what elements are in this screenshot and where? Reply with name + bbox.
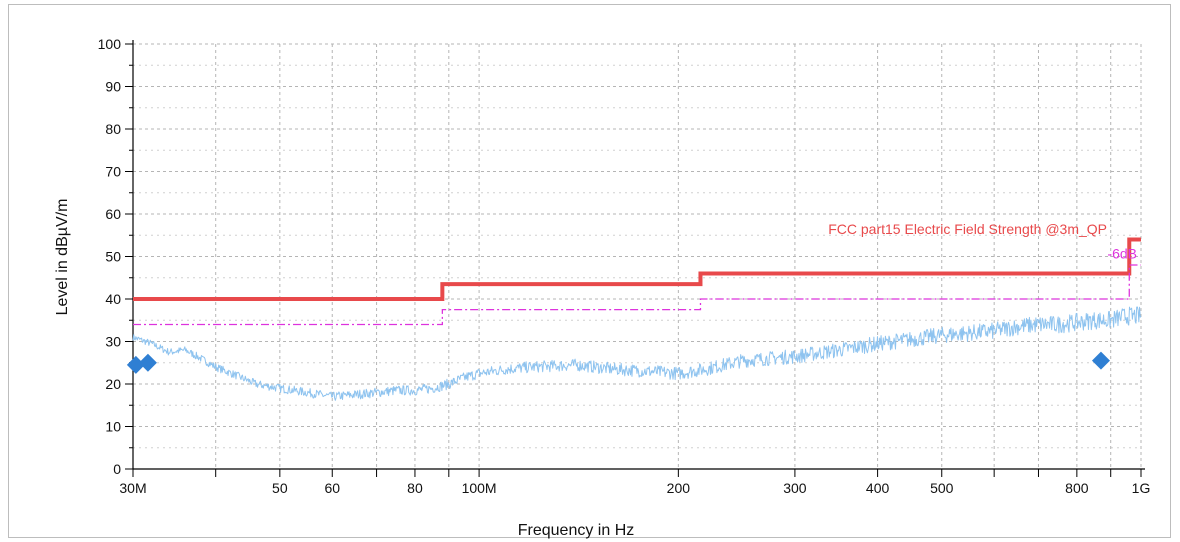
axis-labels: Frequency in Hz Level in dBµV/m bbox=[54, 199, 634, 539]
trace-line bbox=[132, 306, 1142, 401]
limit-lines: FCC part15 Electric Field Strength @3m_Q… bbox=[133, 221, 1141, 326]
y-tick-label: 30 bbox=[105, 334, 121, 350]
x-tick-label: 60 bbox=[324, 480, 340, 496]
limit-line-margin bbox=[133, 264, 1141, 326]
y-tick-label: 0 bbox=[113, 461, 121, 477]
chart-frame: 0 10 20 30 40 50 60 70 80 90 100 30M 50 60 80 100M 200 30… bbox=[8, 4, 1171, 539]
peak-marker bbox=[1091, 351, 1110, 370]
x-tick-label: 30M bbox=[119, 480, 146, 496]
x-tick-label: 80 bbox=[407, 480, 423, 496]
x-tick-label: 200 bbox=[667, 480, 691, 496]
y-tick-label: 70 bbox=[105, 164, 121, 180]
axes: 0 10 20 30 40 50 60 70 80 90 100 30M 50 60 80 100M 200 30… bbox=[98, 36, 1151, 496]
x-tick-label: 800 bbox=[1065, 480, 1089, 496]
peak-markers bbox=[126, 351, 1110, 374]
y-tick-label: 100 bbox=[98, 36, 122, 52]
x-tick-label: 1G bbox=[1132, 480, 1151, 496]
emc-spectrum-chart: 0 10 20 30 40 50 60 70 80 90 100 30M 50 60 80 100M 200 30… bbox=[54, 36, 1151, 539]
limit-label-qp: FCC part15 Electric Field Strength @3m_Q… bbox=[828, 221, 1107, 237]
peak-marker bbox=[138, 353, 157, 372]
x-axis-title: Frequency in Hz bbox=[518, 522, 635, 539]
grid-lines bbox=[132, 43, 1142, 470]
y-tick-label: 60 bbox=[105, 206, 121, 222]
x-tick-label: 300 bbox=[783, 480, 807, 496]
x-tick-label: 50 bbox=[272, 480, 288, 496]
x-tick-label: 100M bbox=[462, 480, 497, 496]
y-tick-label: 90 bbox=[105, 79, 121, 95]
measurement-trace bbox=[132, 306, 1142, 401]
x-tick-label: 500 bbox=[930, 480, 954, 496]
x-tick-label: 400 bbox=[866, 480, 890, 496]
y-tick-label: 10 bbox=[105, 419, 121, 435]
y-tick-label: 20 bbox=[105, 376, 121, 392]
y-tick-label: 50 bbox=[105, 249, 121, 265]
limit-label-margin: -6dB bbox=[1107, 246, 1137, 262]
peak-marker bbox=[126, 355, 145, 374]
limit-line-qp bbox=[133, 237, 1141, 301]
y-tick-label: 40 bbox=[105, 291, 121, 307]
y-axis-title: Level in dBµV/m bbox=[54, 199, 71, 316]
y-tick-label: 80 bbox=[105, 121, 121, 137]
